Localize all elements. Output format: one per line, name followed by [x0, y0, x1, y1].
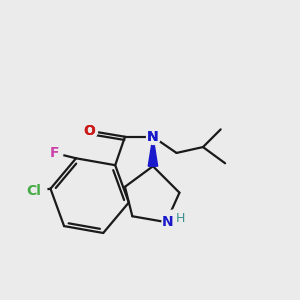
Text: O: O	[84, 124, 96, 138]
Text: F: F	[50, 146, 59, 160]
Polygon shape	[148, 137, 158, 166]
Text: H: H	[176, 212, 185, 225]
Text: O: O	[84, 124, 96, 138]
Text: N: N	[162, 215, 173, 229]
Text: N: N	[147, 130, 159, 144]
Text: Cl: Cl	[26, 184, 41, 198]
Text: N: N	[147, 130, 159, 144]
